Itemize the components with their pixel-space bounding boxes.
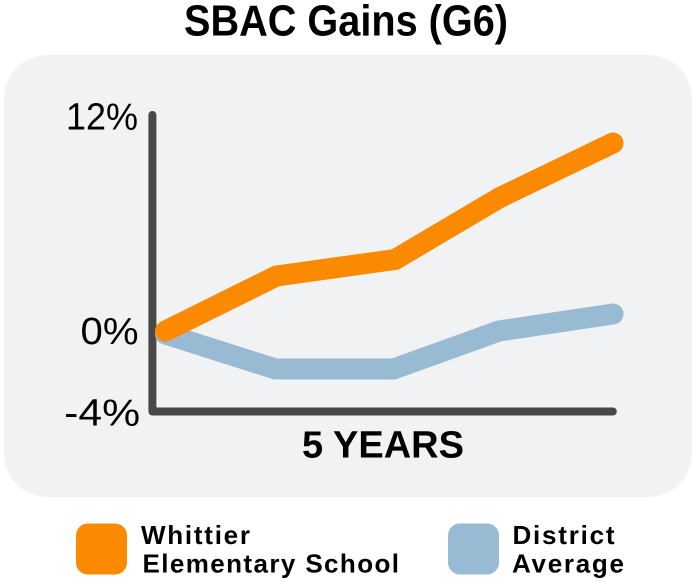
svg-text:Average: Average [512, 549, 624, 579]
svg-text:District: District [513, 520, 615, 550]
svg-text:12%: 12% [66, 97, 138, 139]
svg-text:Whittier: Whittier [141, 520, 250, 550]
svg-text:Elementary School: Elementary School [143, 549, 400, 579]
svg-text:-4%: -4% [64, 393, 140, 435]
svg-text:SBAC Gains (G6): SBAC Gains (G6) [184, 0, 508, 46]
svg-text:5 YEARS: 5 YEARS [302, 425, 464, 467]
svg-text:0%: 0% [81, 311, 139, 353]
